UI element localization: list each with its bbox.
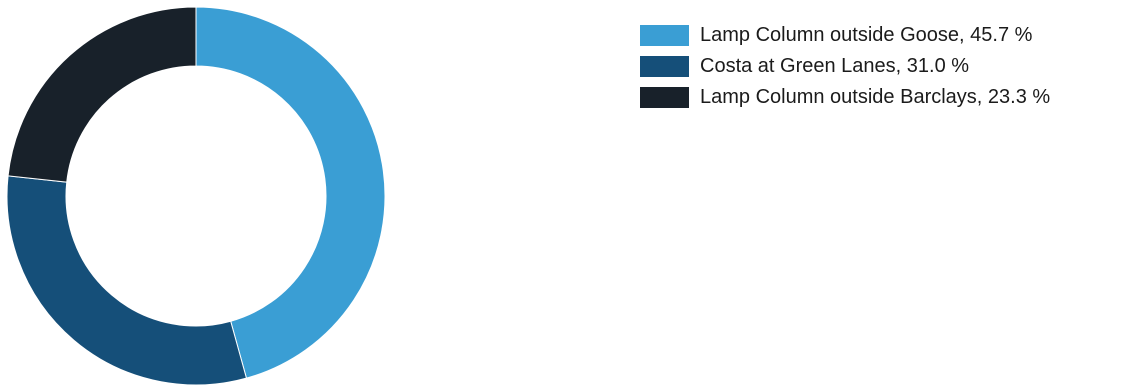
legend-label: Lamp Column outside Barclays, 23.3 % <box>700 86 1051 108</box>
legend-swatch <box>640 87 689 108</box>
donut-slice <box>195 6 386 379</box>
legend-label: Costa at Green Lanes, 31.0 % <box>700 55 970 77</box>
legend-swatch <box>640 25 689 46</box>
legend-item: Costa at Green Lanes, 31.0 % <box>640 51 1050 82</box>
legend-label: Lamp Column outside Goose, 45.7 % <box>700 24 1033 46</box>
legend-item: Lamp Column outside Barclays, 23.3 % <box>640 82 1050 113</box>
chart-legend: Lamp Column outside Goose, 45.7 % Costa … <box>640 20 1050 113</box>
donut-chart <box>6 6 386 386</box>
donut-slice <box>7 6 197 183</box>
legend-swatch <box>640 56 689 77</box>
donut-slice <box>6 175 248 386</box>
legend-item: Lamp Column outside Goose, 45.7 % <box>640 20 1050 51</box>
